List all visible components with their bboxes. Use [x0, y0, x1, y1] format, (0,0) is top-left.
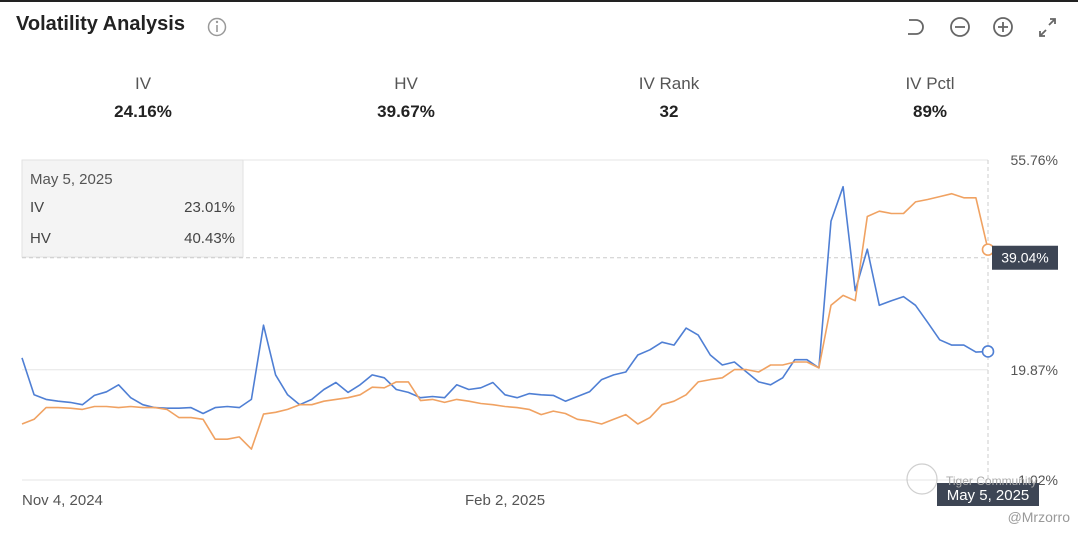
x-hover-label: May 5, 2025 [947, 487, 1030, 504]
stat-value: 39.67% [377, 102, 435, 121]
watermark-logo [906, 463, 938, 495]
tooltip-value: 23.01% [184, 199, 235, 216]
watermark-brand: Tiger Community [946, 474, 1037, 488]
stat-label: IV Pctl [905, 74, 955, 93]
zoom-in-button[interactable] [993, 17, 1013, 37]
zoom-out-button[interactable] [950, 17, 970, 37]
x-tick-label: Nov 4, 2024 [22, 492, 103, 509]
x-hover-label-bg [937, 483, 1039, 506]
stat: HV 39.67% [326, 74, 486, 122]
expand-button[interactable] [1039, 18, 1056, 37]
widget-title: Volatility Analysis [16, 13, 185, 35]
end-marker [981, 345, 995, 358]
line-series [21, 185, 989, 415]
stat-value: 24.16% [114, 102, 172, 121]
crosshair-label: 39.04% [1001, 250, 1048, 266]
tooltip-value: 40.43% [184, 230, 235, 247]
tooltip-bg [21, 159, 244, 258]
stat-label: IV [134, 74, 152, 93]
tooltip-name: HV [30, 230, 51, 247]
stat-label: HV [394, 74, 418, 93]
reset-button[interactable] [908, 19, 924, 35]
x-tick-label: Feb 2, 2025 [465, 492, 545, 509]
stat-label: IV Rank [638, 74, 700, 93]
tooltip: May 5, 2025 IV 23.01% HV 40.43% [21, 159, 244, 258]
stat: IV Rank 32 [589, 74, 749, 122]
stat: IV 24.16% [63, 74, 223, 122]
crosshair-label-bg [992, 245, 1058, 270]
end-marker [981, 243, 995, 256]
stat-value: 32 [659, 102, 679, 121]
toolbar [908, 17, 1056, 37]
line-series [21, 192, 989, 450]
stat: IV Pctl 89% [850, 74, 1010, 122]
y-tick-label: 55.76% [1011, 152, 1058, 168]
watermark-user: @Mrzorro [1008, 509, 1071, 525]
y-tick-label: 19.87% [1011, 362, 1058, 378]
tooltip-name: IV [30, 199, 44, 216]
info-icon[interactable] [206, 16, 228, 38]
tooltip-date: May 5, 2025 [30, 171, 113, 188]
stat-value: 89% [912, 102, 948, 121]
